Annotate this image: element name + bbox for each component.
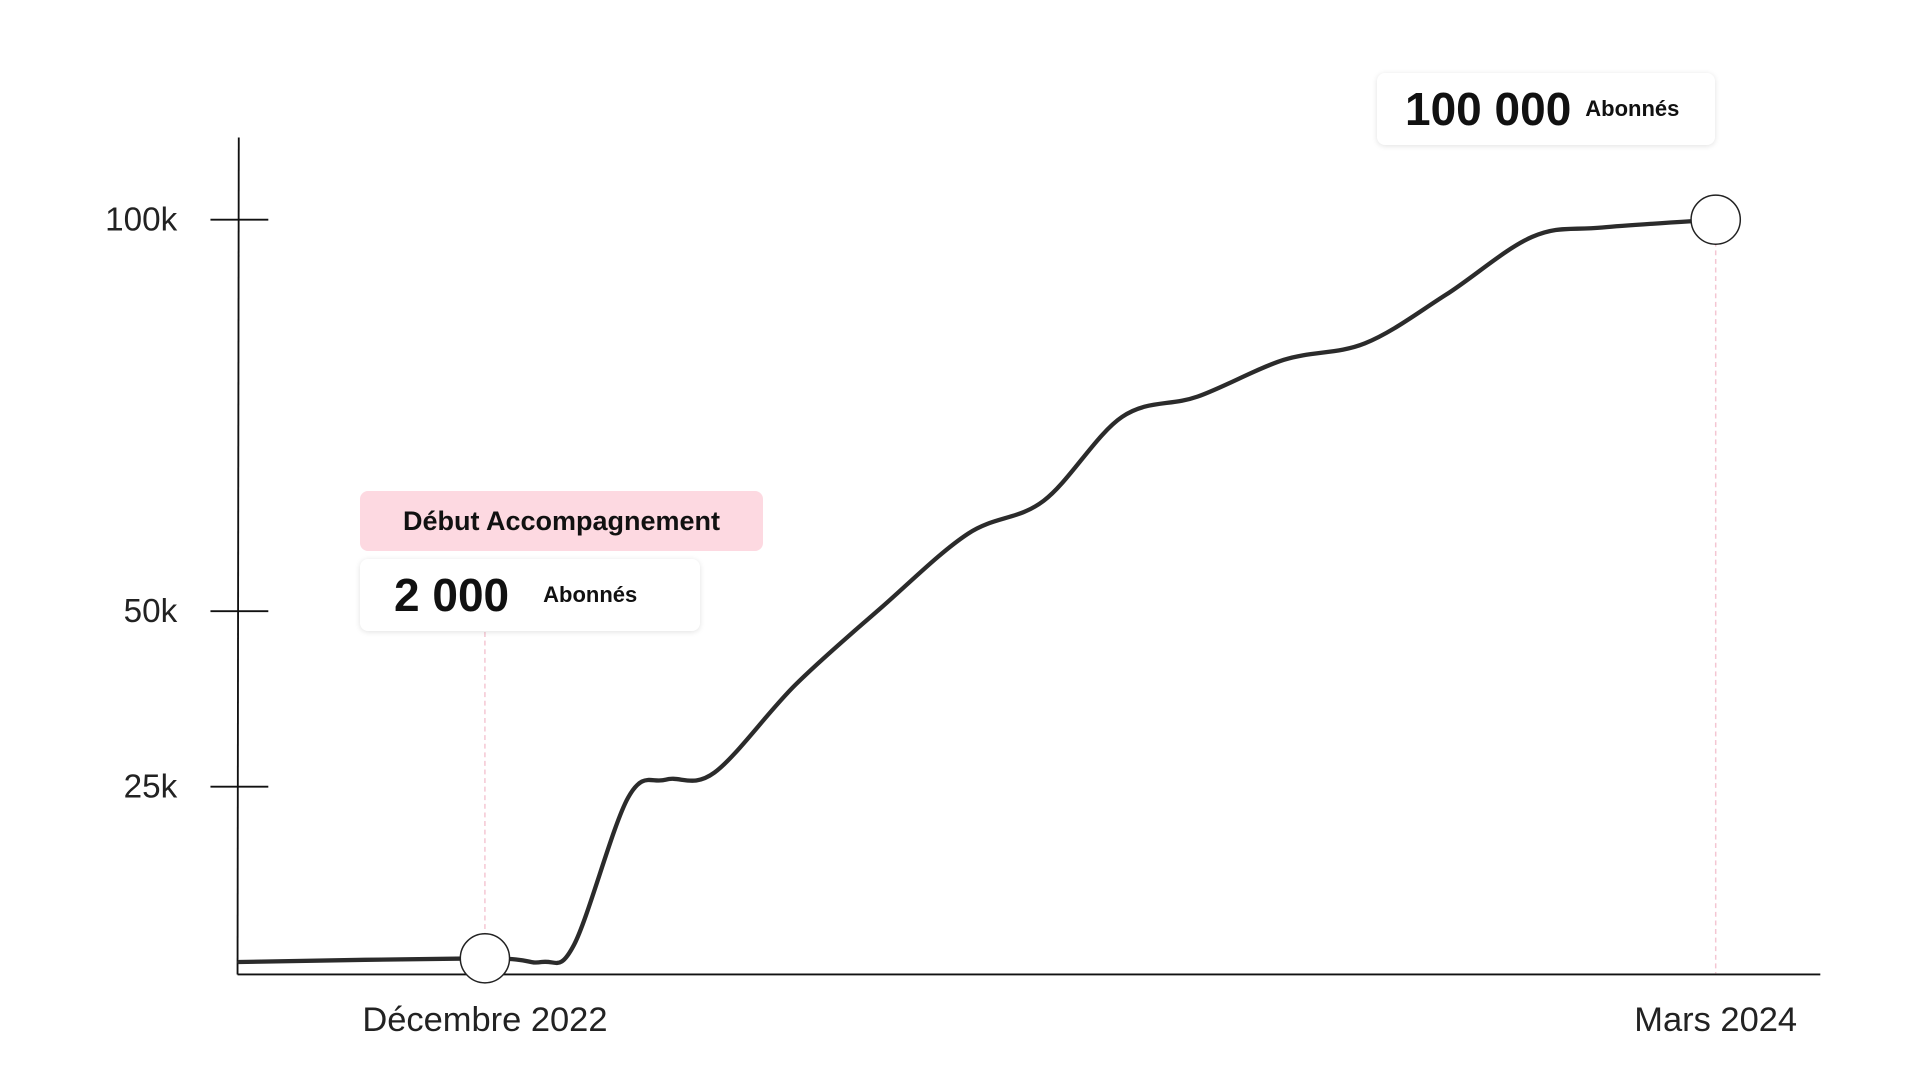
start-annotation-tag: Début Accompagnement (360, 491, 763, 551)
y-tick-label-25k: 25k (124, 769, 178, 806)
y-tick-label-50k: 50k (124, 593, 178, 630)
y-axis (236, 137, 240, 975)
start-value: 2 000 (394, 569, 510, 621)
start-unit: Abonnés (543, 582, 638, 607)
end-point-marker (1690, 194, 1742, 245)
end-unit: Abonnés (1585, 96, 1680, 121)
y-tick-label-100k: 100k (105, 202, 177, 239)
series-line (237, 217, 1718, 966)
end-annotation-card: 100 000 Abonnés (1377, 73, 1715, 145)
end-value: 100 000 (1405, 83, 1572, 135)
start-annotation-card: 2 000 Abonnés (360, 559, 700, 631)
x-tick-label-end: Mars 2024 (1634, 1001, 1797, 1039)
start-point-marker (459, 933, 511, 984)
x-tick-label-start: Décembre 2022 (362, 1001, 607, 1039)
